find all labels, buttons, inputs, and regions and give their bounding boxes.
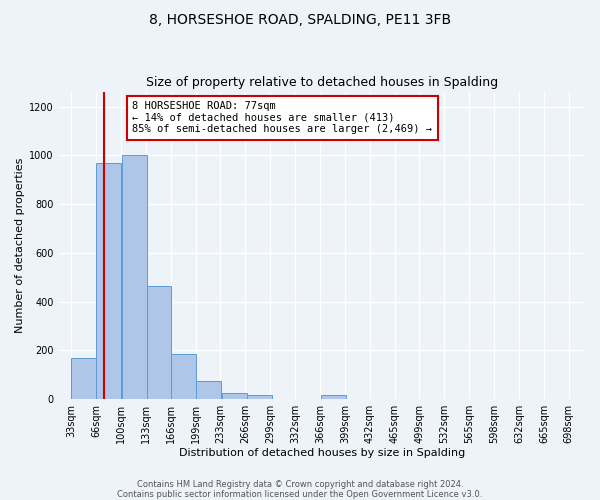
- Bar: [322, 396, 346, 399]
- Bar: [71, 358, 96, 399]
- Y-axis label: Number of detached properties: Number of detached properties: [15, 158, 25, 334]
- Text: 8, HORSESHOE ROAD, SPALDING, PE11 3FB: 8, HORSESHOE ROAD, SPALDING, PE11 3FB: [149, 12, 451, 26]
- Text: Contains HM Land Registry data © Crown copyright and database right 2024.
Contai: Contains HM Land Registry data © Crown c…: [118, 480, 482, 499]
- Bar: [96, 162, 121, 399]
- Bar: [146, 286, 172, 399]
- Title: Size of property relative to detached houses in Spalding: Size of property relative to detached ho…: [146, 76, 498, 90]
- Bar: [222, 393, 247, 399]
- Bar: [172, 354, 196, 399]
- Text: 8 HORSESHOE ROAD: 77sqm
← 14% of detached houses are smaller (413)
85% of semi-d: 8 HORSESHOE ROAD: 77sqm ← 14% of detache…: [133, 102, 433, 134]
- Bar: [247, 396, 272, 399]
- Bar: [196, 381, 221, 399]
- Bar: [122, 156, 146, 399]
- X-axis label: Distribution of detached houses by size in Spalding: Distribution of detached houses by size …: [179, 448, 465, 458]
